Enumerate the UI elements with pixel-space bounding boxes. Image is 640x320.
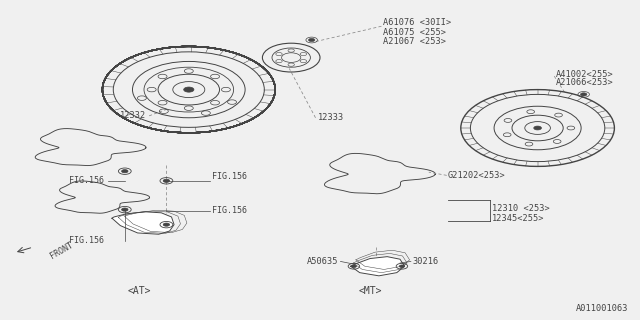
Text: FIG.156: FIG.156 (68, 236, 104, 245)
Text: A61075 <255>: A61075 <255> (383, 28, 445, 36)
Text: A61076 <30II>: A61076 <30II> (383, 18, 451, 27)
Circle shape (534, 126, 541, 130)
Text: 12332: 12332 (120, 111, 146, 120)
Text: 12310 <253>: 12310 <253> (492, 204, 549, 213)
Text: G21202<253>: G21202<253> (448, 171, 506, 180)
Text: A21067 <253>: A21067 <253> (383, 37, 445, 46)
Text: A21066<253>: A21066<253> (556, 78, 613, 87)
Circle shape (163, 223, 170, 226)
Text: <MT>: <MT> (358, 286, 381, 296)
Circle shape (308, 38, 315, 42)
Text: A41002<255>: A41002<255> (556, 70, 613, 79)
Circle shape (351, 265, 356, 268)
Text: FIG.156: FIG.156 (212, 172, 248, 180)
Text: A50635: A50635 (307, 257, 338, 266)
Text: FIG.156: FIG.156 (212, 206, 248, 215)
Text: FIG.156: FIG.156 (68, 176, 104, 185)
Text: 30216: 30216 (413, 257, 439, 266)
Circle shape (580, 93, 587, 96)
Text: 12333: 12333 (318, 113, 344, 122)
Circle shape (399, 265, 404, 268)
Circle shape (163, 179, 170, 182)
Circle shape (122, 208, 128, 211)
Text: A011001063: A011001063 (576, 304, 628, 313)
Circle shape (184, 87, 194, 92)
Polygon shape (112, 212, 174, 234)
Text: 12345<255>: 12345<255> (492, 214, 544, 223)
Polygon shape (351, 257, 404, 276)
Text: <AT>: <AT> (128, 286, 151, 296)
Text: FRONT: FRONT (49, 240, 75, 260)
Circle shape (122, 170, 128, 173)
